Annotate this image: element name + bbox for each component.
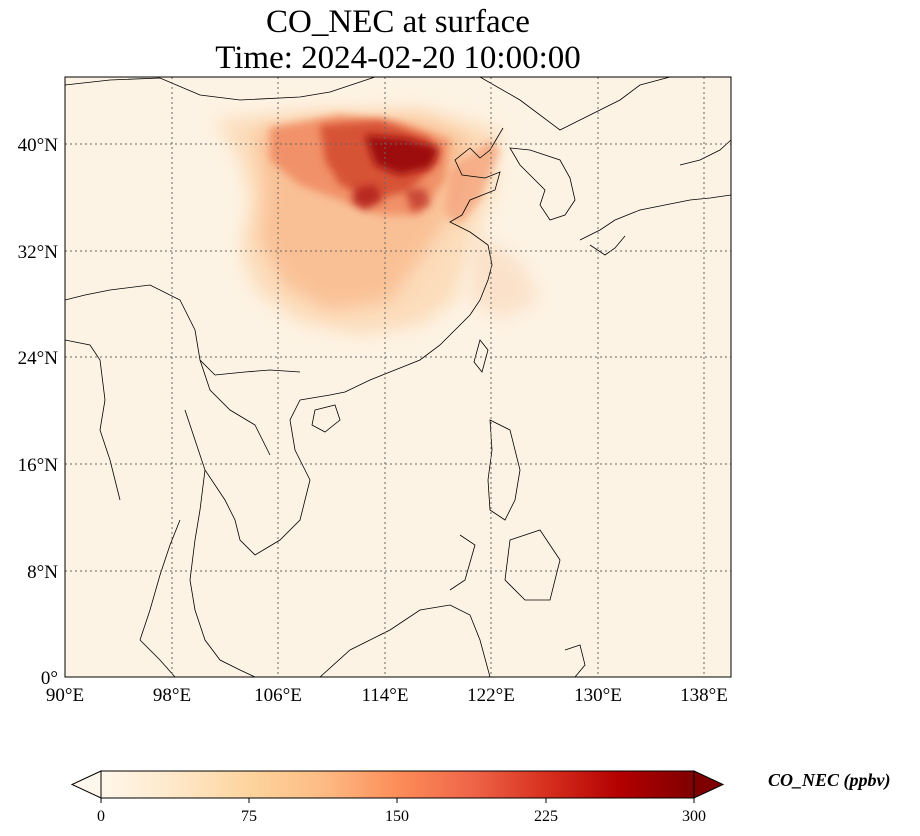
northeast-border	[479, 77, 671, 131]
lat-tick-labels: 0° 8°N 16°N 24°N 32°N 40°N	[18, 135, 59, 689]
lon-tick-labels: 90°E 98°E 106°E 114°E 122°E 130°E 138°E	[46, 685, 728, 706]
lat-tick-label: 32°N	[18, 242, 59, 263]
colorbar-tick-label: 150	[385, 808, 409, 825]
sulawesi-coast	[564, 644, 586, 677]
colorbar-gradient	[101, 771, 694, 798]
colorbar-tick-label: 75	[241, 808, 257, 825]
hainan-coast	[311, 404, 341, 433]
colorbar-ticks	[100, 798, 695, 803]
plume-max	[365, 135, 440, 175]
coastlines	[65, 77, 731, 677]
palawan-coast	[449, 534, 476, 591]
plume-hotspot-3	[405, 188, 430, 212]
korea-coast	[509, 147, 576, 221]
lon-tick-label: 138°E	[680, 685, 728, 706]
malay-peninsula	[189, 469, 256, 677]
lat-tick-label: 24°N	[18, 348, 59, 369]
japan-north	[679, 139, 731, 166]
lat-tick-label: 0°	[41, 668, 58, 689]
map-title: CO_NEC at surface	[266, 4, 530, 40]
mindanao-coast	[504, 529, 561, 601]
plume-hotspot-2	[352, 185, 382, 210]
lon-tick-label: 106°E	[254, 685, 302, 706]
lon-tick-label: 98°E	[153, 685, 191, 706]
china-south-border	[65, 284, 301, 376]
colorbar-tick-label: 0	[97, 808, 105, 825]
thailand-west-coast	[139, 519, 181, 641]
map-frame	[64, 76, 732, 678]
laos-border	[199, 359, 271, 456]
concentration-field	[65, 77, 731, 677]
lon-tick-label: 114°E	[362, 685, 409, 706]
lon-tick-label: 90°E	[46, 685, 84, 706]
colorbar: 0 75 150 225 300	[70, 770, 725, 825]
china-coast	[299, 127, 504, 401]
lat-tick-label: 16°N	[18, 455, 59, 476]
colorbar-tick-label: 300	[682, 808, 706, 825]
northern-border	[65, 77, 376, 101]
taiwan-coast	[473, 339, 489, 373]
borneo-coast	[319, 604, 491, 677]
map-time: Time: 2024-02-20 10:00:00	[215, 40, 581, 76]
myanmar-coast	[65, 339, 121, 501]
luzon-coast	[487, 419, 521, 521]
lat-tick-label: 8°N	[27, 562, 58, 583]
colorbar-min-extend	[70, 770, 102, 799]
lon-tick-label: 122°E	[467, 685, 515, 706]
colorbar-label: CO_NEC (ppbv)	[768, 770, 891, 790]
japan-coast	[579, 194, 731, 241]
sumatra-coast	[139, 639, 176, 677]
plume-coastal	[445, 140, 500, 225]
colorbar-tick-label: 225	[534, 808, 558, 825]
lon-tick-label: 130°E	[574, 685, 622, 706]
colorbar-max-extend	[693, 770, 725, 799]
lat-tick-label: 40°N	[18, 135, 59, 156]
plume-offshore	[470, 230, 540, 320]
